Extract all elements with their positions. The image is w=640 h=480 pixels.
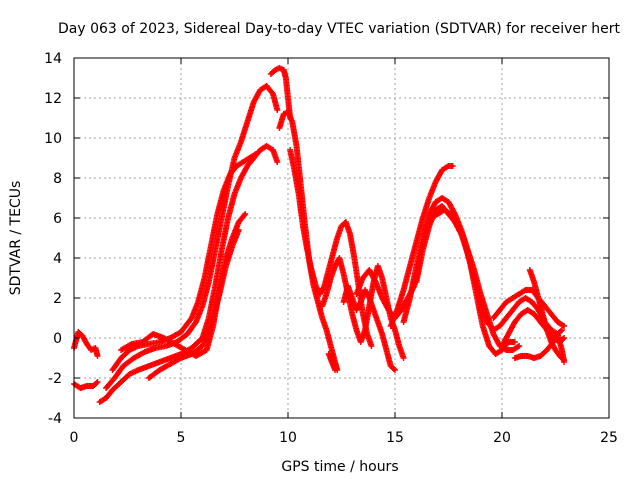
data-point-marker: [516, 343, 523, 349]
data-point-marker: [392, 367, 398, 373]
series-track-12: [340, 283, 398, 373]
series-track-7: [145, 227, 242, 381]
x-tick-label: 0: [70, 430, 79, 446]
y-tick-label: 8: [53, 171, 62, 187]
series-track-21: [526, 267, 568, 363]
data-point-marker: [561, 357, 568, 363]
x-tick-label: 10: [279, 430, 297, 446]
y-tick-label: 12: [44, 91, 62, 107]
data-point-marker: [94, 353, 101, 359]
chart-title: Day 063 of 2023, Sidereal Day-to-day VTE…: [58, 21, 620, 37]
data-point-marker: [251, 151, 258, 158]
y-tick-label: -4: [48, 411, 62, 427]
series-track-15: [387, 163, 456, 329]
data-point-marker: [449, 163, 456, 169]
x-tick-label: 20: [493, 430, 511, 446]
series-track-2: [71, 379, 101, 391]
data-point-marker: [514, 343, 521, 350]
data-point-marker: [241, 212, 248, 219]
series-track-13: [325, 351, 339, 373]
series-track-1: [71, 329, 101, 359]
data-point-marker: [561, 323, 568, 329]
data-point-marker: [390, 366, 397, 372]
x-tick-label: 25: [600, 430, 618, 446]
x-tick-label: 5: [177, 430, 186, 446]
data-series: [71, 65, 568, 405]
data-point-marker: [235, 227, 242, 233]
y-tick-label: 14: [44, 51, 62, 67]
data-point-marker: [557, 328, 564, 334]
data-point-marker: [400, 355, 407, 361]
data-point-marker: [559, 336, 566, 342]
data-point-marker: [559, 322, 566, 329]
data-point-marker: [559, 356, 566, 362]
data-point-marker: [252, 151, 259, 157]
series-track-22: [499, 307, 568, 349]
data-point-marker: [368, 343, 375, 349]
series-track-3: [96, 143, 281, 405]
data-point-marker: [558, 327, 565, 333]
grid: [74, 58, 609, 418]
data-point-marker: [561, 335, 568, 341]
data-point-marker: [444, 163, 451, 170]
data-point-marker: [274, 159, 281, 165]
data-point-marker: [274, 107, 281, 113]
x-tick-label: 15: [386, 430, 404, 446]
y-tick-label: 4: [53, 251, 62, 267]
y-axis-label: SDTVAR / TECUs: [8, 181, 24, 296]
y-tick-label: 0: [53, 331, 62, 347]
y-tick-label: 2: [53, 291, 62, 307]
data-point-marker: [93, 380, 100, 386]
y-tick-label: 6: [53, 211, 62, 227]
data-point-marker: [511, 339, 518, 345]
data-point-marker: [242, 211, 249, 217]
axis-ticks: 0 5 10 15 20 25 -4 -2 0 2 4 6 8 10 12 14: [44, 51, 618, 446]
data-point-marker: [94, 379, 101, 385]
x-axis-label: GPS time / hours: [281, 459, 398, 475]
plot-frame: [73, 57, 610, 419]
y-tick-label: -2: [48, 371, 62, 387]
y-tick-label: 10: [44, 131, 62, 147]
data-point-marker: [325, 351, 332, 357]
